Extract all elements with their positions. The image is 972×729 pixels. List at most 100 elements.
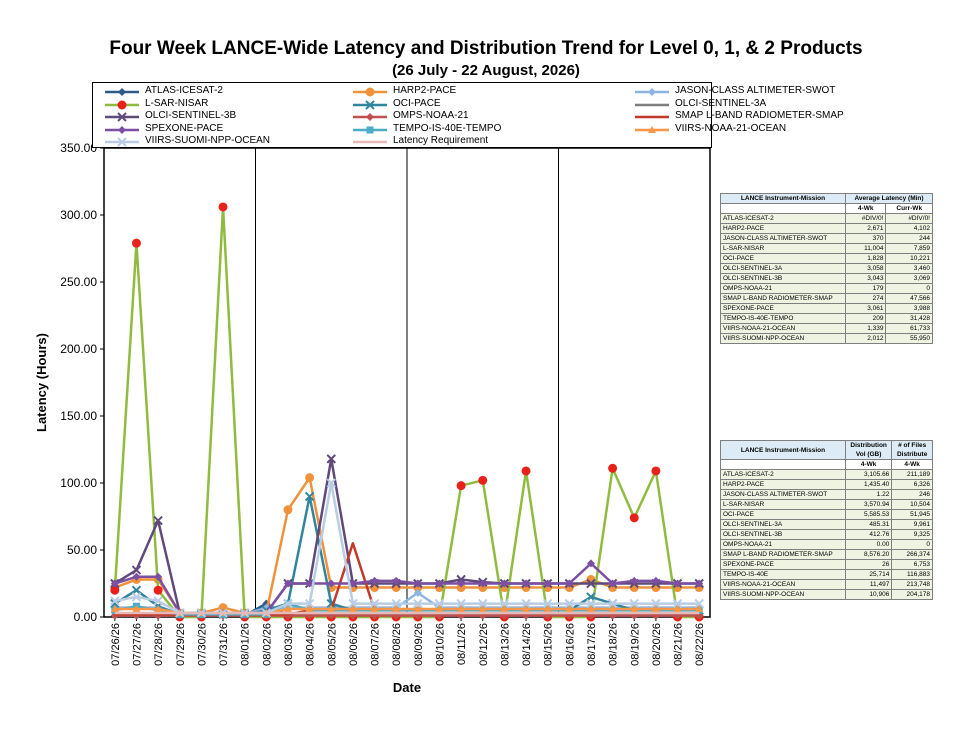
legend-swatch [353,126,387,133]
legend-swatch-marker [118,88,126,96]
x-tick-label: 08/17/26 [586,623,598,666]
data-point [695,579,704,588]
distribution-table-blank [720,459,846,470]
distribution-table-mission-cell: OMPS-NOAA-21 [720,539,846,550]
x-tick-label: 07/26/26 [110,623,122,666]
legend-label: OLCI-SENTINEL-3B [145,110,237,121]
data-point [542,598,553,609]
latency-table-value-cell: 55,950 [885,333,933,344]
data-point [153,596,163,606]
legend-swatch-marker [117,100,127,109]
x-tick-label: 08/08/26 [391,623,403,666]
y-tick-label: 200.00 [60,342,97,356]
distribution-table-mission-cell: VIIRS-SUOMI-NPP-OCEAN [720,589,846,600]
data-point [413,588,422,597]
data-point [565,604,574,612]
distribution-table-row: VIIRS-SUOMI-NPP-OCEAN 10,906 204,178 [720,589,933,600]
x-tick-label: 08/18/26 [608,623,620,666]
x-tick-label: 08/09/26 [413,623,425,666]
data-point [435,604,444,612]
y-tick-label: 300.00 [60,208,97,222]
data-point [305,604,314,612]
legend-swatch-marker [366,126,374,133]
latency-table-value-cell: 3,460 [885,263,933,274]
series-line [113,205,700,619]
latency-table-mission-cell: VIIRS-SUOMI-NPP-OCEAN [720,333,846,344]
latency-table-value-cell: #DIV/0! [885,213,933,224]
latency-table-sub1: 4-Wk [844,203,887,214]
distribution-table-row: JASON-CLASS ALTIMETER-SWOT 1.22 246 [720,489,933,500]
distribution-table-row: HARP2-PACE 1,435.40 6,326 [720,479,933,490]
distribution-table-mission-cell: L-SAR-NISAR [720,499,846,510]
x-tick-label: 08/10/26 [434,623,446,666]
data-point [522,579,531,588]
latency-table-row: OCI-PACE 1,828 10,221 [720,253,933,264]
y-tick-label: 150.00 [60,409,97,423]
x-tick-label: 08/01/26 [240,623,252,666]
distribution-table-value-cell: 116,883 [891,569,933,580]
data-point [629,598,639,609]
latency-table-value-cell: 11,004 [844,243,887,254]
latency-table-mission-cell: ATLAS-ICESAT-2 [720,213,846,224]
data-point [283,598,293,609]
x-tick-label: 08/06/26 [348,623,360,666]
latency-table-row: OMPS-NOAA-21 179 0 [720,283,933,294]
latency-table-value-cell: 61,733 [885,323,933,334]
distribution-table-mission-cell: HARP2-PACE [720,479,846,490]
latency-table-row: HARP2-PACE 2,671 4,102 [720,223,933,234]
latency-table-row: OLCI-SENTINEL-3B 3,043 3,069 [720,273,933,284]
data-point [672,598,683,609]
legend-label: SMAP L-BAND RADIOMETER-SMAP [675,110,844,121]
x-tick-label: 08/19/26 [629,623,641,666]
data-point [586,578,596,589]
distribution-table-value-cell: 26 [844,559,893,570]
legend-label: VIIRS-SUOMI-NPP-OCEAN [145,135,271,146]
data-point [694,598,704,609]
latency-table-col2: Average Latency (Min) [845,193,933,204]
latency-table-mission-cell: SPEXONE-PACE [720,303,846,314]
latency-table-mission-cell: VIIRS-NOAA-21-OCEAN [720,323,846,334]
distribution-table-value-cell: 3,105.66 [844,469,893,480]
data-point [391,598,401,609]
data-point [565,579,574,588]
latency-table-value-cell: 179 [844,283,887,294]
x-tick-label: 08/13/26 [499,623,511,666]
data-point [651,604,660,612]
legend-label: JASON-CLASS ALTIMETER-SWOT [675,85,836,96]
latency-table-value-cell: 31,428 [885,313,933,324]
x-tick-label: 08/03/26 [283,623,295,666]
data-point [673,579,682,588]
latency-table-mission-cell: L-SAR-NISAR [720,243,846,254]
data-point [630,604,639,612]
y-tick-label: 50.00 [67,543,97,557]
distribution-table-value-cell: 0.00 [844,539,893,550]
distribution-table: LANCE Instrument-Mission Distribution Vo… [720,440,933,600]
legend-label: VIIRS-NOAA-21-OCEAN [675,122,787,134]
legend-label: OLCI-SENTINEL-3A [675,97,767,109]
chart-title: Four Week LANCE-Wide Latency and Distrib… [109,38,863,59]
data-point [413,598,423,609]
distribution-table-value-cell: 1.22 [844,489,893,500]
latency-table-row: VIIRS-NOAA-21-OCEAN 1,339 61,733 [720,323,933,334]
legend-swatch-marker [118,125,126,134]
distribution-table-col1: LANCE Instrument-Mission [720,440,846,460]
data-point [154,604,163,612]
legend-swatch [105,88,139,96]
legend-label: OCI-PACE [393,97,441,109]
legend-swatch [353,113,387,121]
data-point [478,579,487,588]
distribution-table-value-cell: 11,497 [844,579,893,590]
data-point [608,604,617,612]
data-point [500,579,509,588]
distribution-table-mission-cell: SPEXONE-PACE [720,559,846,570]
data-point [392,604,401,612]
data-point [564,598,575,609]
data-point [673,604,682,612]
data-point [629,513,639,523]
x-tick-label: 07/27/26 [131,623,143,666]
legend-label: SPEXONE-PACE [145,122,224,134]
x-tick-label: 08/20/26 [651,623,663,666]
distribution-table-value-cell: 6,326 [891,479,933,490]
legend-swatch-marker [365,87,375,97]
x-tick-label: 07/31/26 [218,623,230,666]
